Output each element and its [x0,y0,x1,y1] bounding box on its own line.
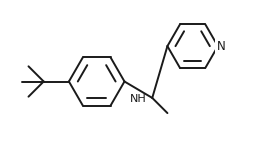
Text: NH: NH [130,94,147,104]
Text: N: N [217,40,225,53]
